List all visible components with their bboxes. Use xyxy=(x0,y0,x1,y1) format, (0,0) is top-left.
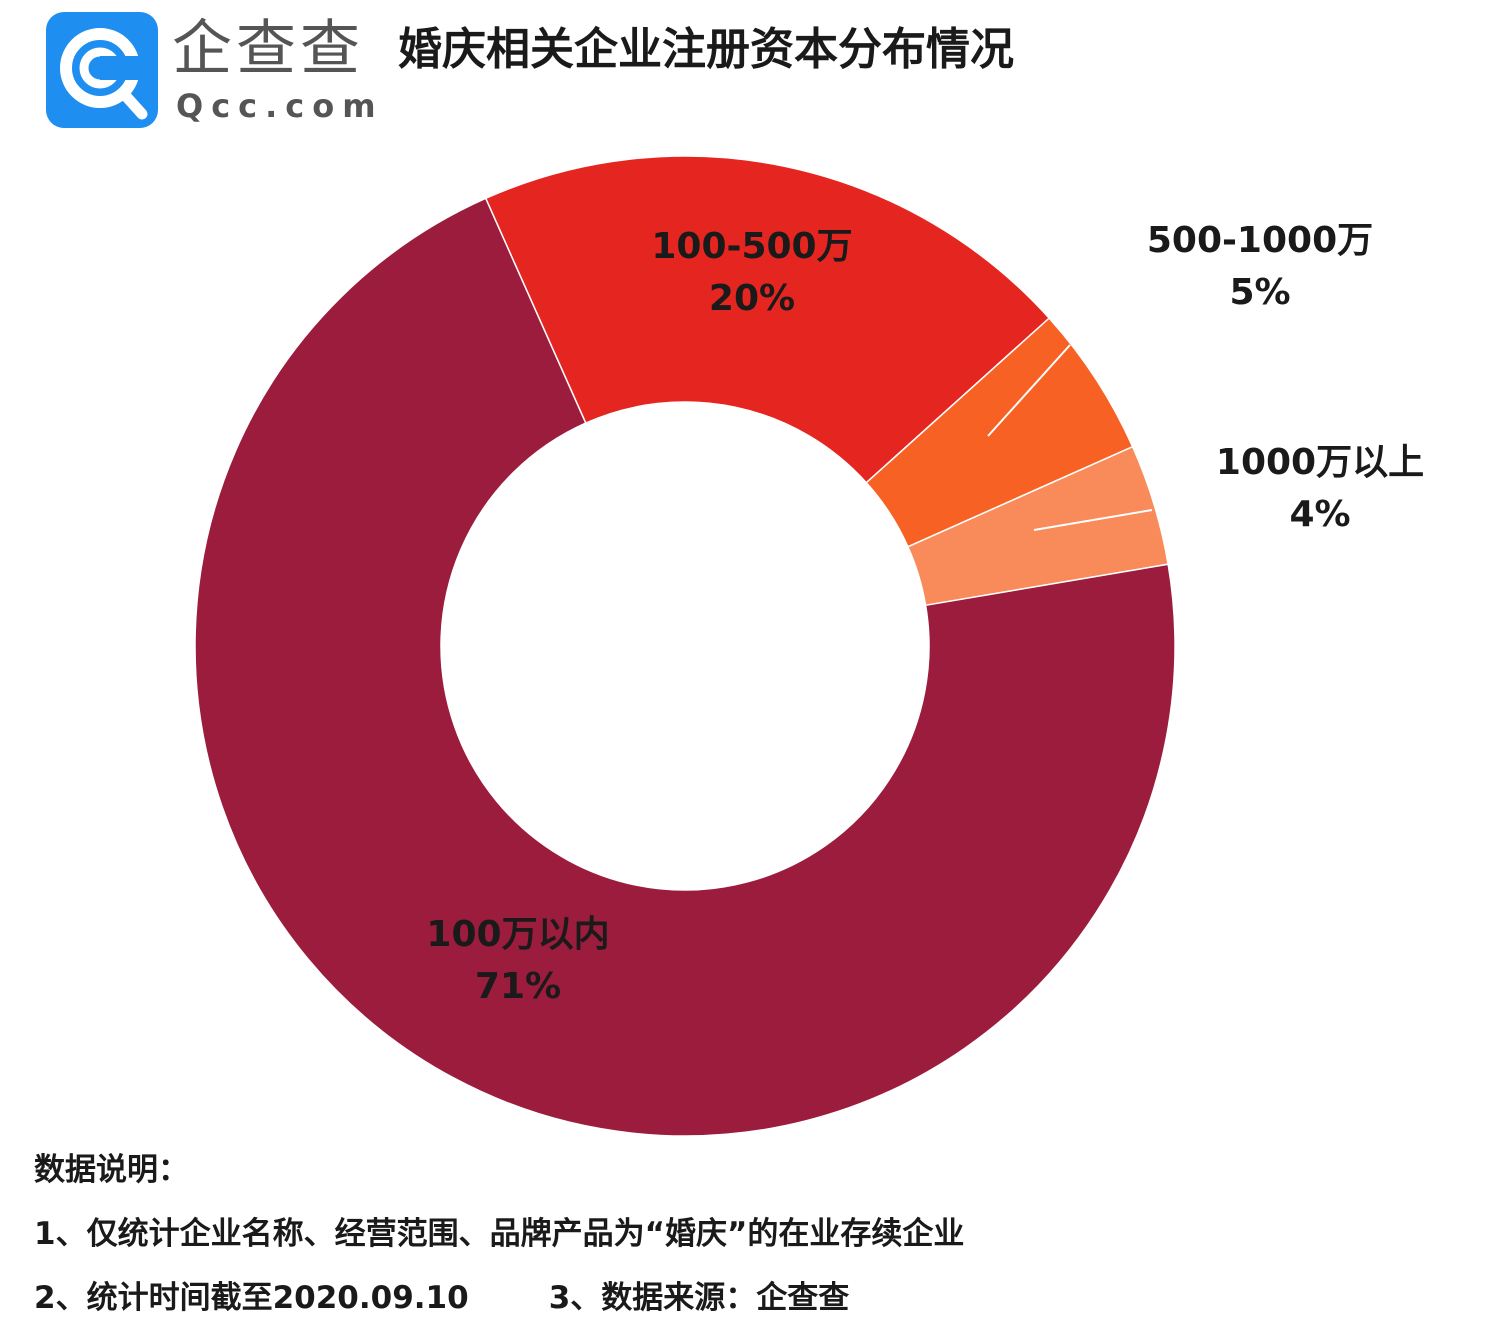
leader-line xyxy=(1033,509,1153,531)
slice-percent-label: 4% xyxy=(1289,494,1350,535)
slice-label: 500-1000万 xyxy=(1147,220,1373,261)
slice-label: 100万以内 xyxy=(426,914,609,955)
logo-text-en: Qcc.com xyxy=(176,87,384,125)
donut-chart: 100-500万 20% 500-1000万 5% 1000万以上 4% 100万以内 71% xyxy=(194,155,1424,1137)
logo-text-cn: 企查查 xyxy=(172,14,364,84)
qcc-logo-icon xyxy=(46,12,158,128)
notes-line-2b: 3、数据来源：企查查 xyxy=(548,1280,850,1316)
slice-label: 100-500万 xyxy=(651,226,852,267)
slice-percent-label: 5% xyxy=(1229,272,1290,313)
slice-percent-label: 20% xyxy=(709,278,795,319)
notes-line-2: 2、统计时间截至2020.09.10 3、数据来源：企查查 xyxy=(34,1270,964,1334)
notes-heading: 数据说明： xyxy=(34,1152,189,1188)
leader-line xyxy=(987,344,1071,437)
notes-line-2a: 2、统计时间截至2020.09.10 xyxy=(34,1280,469,1316)
slice-percent-label: 71% xyxy=(475,966,561,1007)
notes-line-1: 1、仅统计企业名称、经营范围、品牌产品为“婚庆”的在业存续企业 xyxy=(34,1216,965,1252)
data-notes: 数据说明： 1、仅统计企业名称、经营范围、品牌产品为“婚庆”的在业存续企业 2、… xyxy=(34,1142,964,1334)
chart-title: 婚庆相关企业注册资本分布情况 xyxy=(398,24,1014,75)
donut-slice xyxy=(194,197,1176,1137)
slice-label: 1000万以上 xyxy=(1216,442,1424,483)
donut-slice xyxy=(484,155,1051,484)
